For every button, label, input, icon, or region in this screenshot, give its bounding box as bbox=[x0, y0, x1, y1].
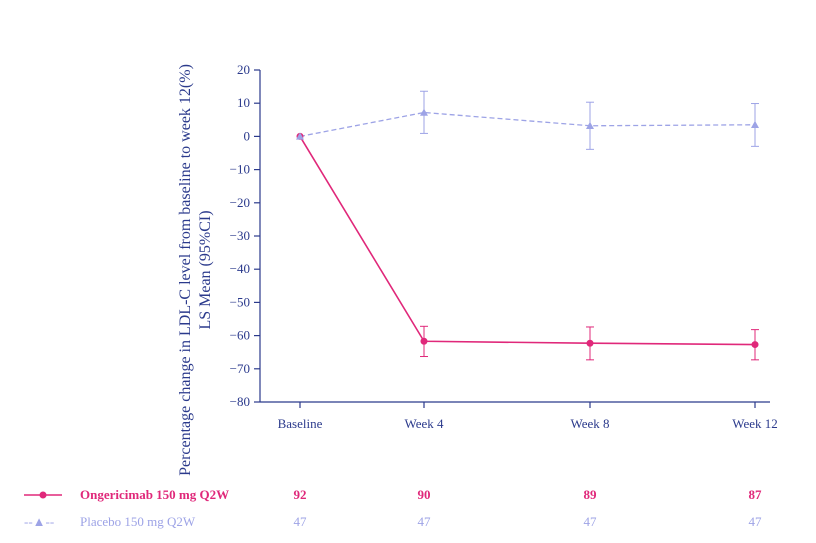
y-axis-label-line2: LS Mean (95%CI) bbox=[197, 210, 214, 329]
x-tick-label: Week 4 bbox=[404, 416, 444, 431]
series-markers bbox=[296, 108, 759, 349]
y-tick-label: −70 bbox=[230, 361, 250, 376]
y-axis-label-line1: Percentage change in LDL-C level from ba… bbox=[177, 64, 194, 476]
x-tick-label: Baseline bbox=[278, 416, 323, 431]
legend-label-ongericimab: Ongericimab 150 mg Q2W bbox=[80, 487, 229, 502]
y-tick-label: −80 bbox=[230, 394, 250, 409]
y-tick-label: −20 bbox=[230, 195, 250, 210]
point-ongericimab bbox=[586, 339, 594, 347]
n-count-ongericimab: 87 bbox=[749, 487, 763, 502]
y-tick-label: −40 bbox=[230, 261, 250, 276]
y-tick-label: −30 bbox=[230, 228, 250, 243]
legend-row-ongericimab: Ongericimab 150 mg Q2W bbox=[24, 487, 229, 502]
n-count-ongericimab: 89 bbox=[584, 487, 598, 502]
series-line-ongericimab bbox=[299, 135, 756, 346]
n-count-ongericimab: 92 bbox=[294, 487, 307, 502]
legend-marker-ongericimab bbox=[39, 491, 47, 499]
y-tick-label: 0 bbox=[244, 128, 251, 143]
series-line-placebo bbox=[299, 111, 756, 138]
point-placebo bbox=[420, 108, 428, 116]
point-placebo bbox=[751, 120, 759, 128]
y-tick-label: 10 bbox=[237, 95, 250, 110]
y-tick-label: −10 bbox=[230, 162, 250, 177]
y-tick-label: −60 bbox=[230, 328, 250, 343]
point-placebo bbox=[296, 132, 304, 140]
series-lines bbox=[299, 111, 756, 346]
legend-symbol-placebo: --▲-- bbox=[24, 514, 54, 529]
x-ticks: Baseline Week 4 Week 8 Week 12 bbox=[278, 402, 778, 431]
point-ongericimab bbox=[420, 337, 428, 345]
n-count-placebo: 47 bbox=[294, 514, 308, 529]
y-tick-label: −50 bbox=[230, 294, 250, 309]
y-tick-label: 20 bbox=[237, 62, 250, 77]
n-counts: 92 90 89 87 47 47 47 47 bbox=[294, 487, 763, 529]
legend-row-placebo: --▲-- Placebo 150 mg Q2W bbox=[24, 514, 196, 529]
x-tick-label: Week 12 bbox=[732, 416, 778, 431]
error-bars bbox=[420, 90, 759, 361]
legend-label-placebo: Placebo 150 mg Q2W bbox=[80, 514, 196, 529]
n-count-placebo: 47 bbox=[749, 514, 763, 529]
point-ongericimab bbox=[751, 341, 759, 349]
n-count-placebo: 47 bbox=[418, 514, 432, 529]
point-placebo bbox=[586, 121, 594, 129]
n-count-placebo: 47 bbox=[584, 514, 598, 529]
legend-and-n-table: Ongericimab 150 mg Q2W --▲-- Placebo 150… bbox=[24, 487, 762, 529]
n-count-ongericimab: 90 bbox=[418, 487, 431, 502]
x-tick-label: Week 8 bbox=[570, 416, 609, 431]
y-ticks: 20 10 0 −10 −20 −30 −40 −50 −60 −70 −80 bbox=[230, 62, 260, 409]
